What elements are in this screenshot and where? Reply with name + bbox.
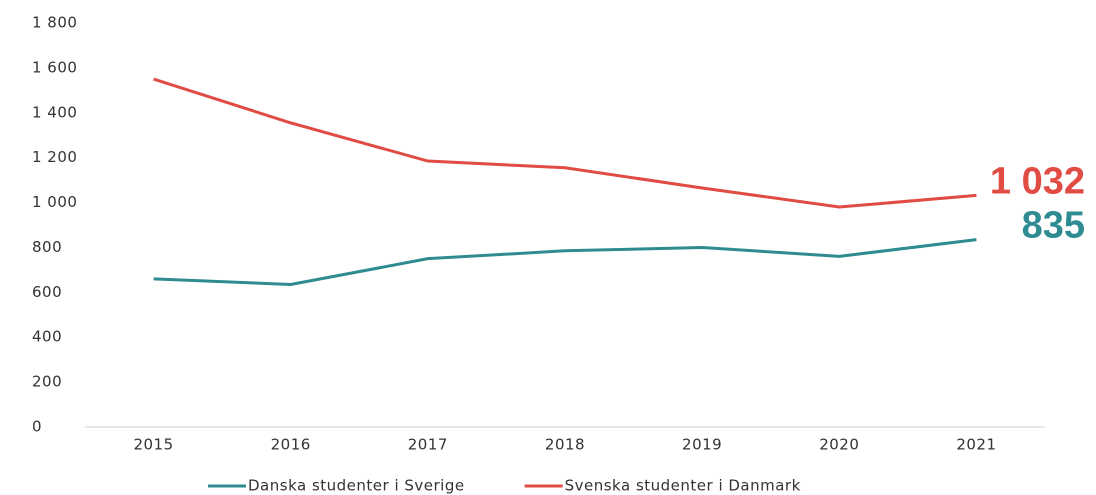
y-tick-label: 1 800 (32, 14, 77, 32)
legend-label: Svenska studenter i Danmark (565, 477, 801, 495)
x-tick-label: 2015 (133, 436, 173, 454)
x-tick-label: 2018 (545, 436, 585, 454)
x-tick-label: 2020 (819, 436, 859, 454)
y-tick-label: 1 200 (32, 148, 77, 166)
y-tick-label: 0 (32, 418, 42, 436)
y-tick-label: 1 600 (32, 58, 77, 76)
y-tick-label: 800 (32, 238, 62, 256)
end-value-label: 1 032 (990, 160, 1085, 202)
x-tick-label: 2021 (956, 436, 996, 454)
series-line (153, 238, 977, 286)
y-tick-label: 600 (32, 283, 62, 301)
end-value-label: 835 (1022, 205, 1085, 247)
x-tick-label: 2016 (271, 436, 311, 454)
y-tick-label: 200 (32, 373, 62, 391)
y-tick-label: 1 400 (32, 103, 77, 121)
legend-label: Danska studenter i Sverige (248, 477, 465, 495)
x-tick-label: 2019 (682, 436, 722, 454)
series-line (153, 77, 977, 209)
y-tick-label: 1 000 (32, 193, 77, 211)
y-tick-label: 400 (32, 328, 62, 346)
x-tick-label: 2017 (408, 436, 448, 454)
